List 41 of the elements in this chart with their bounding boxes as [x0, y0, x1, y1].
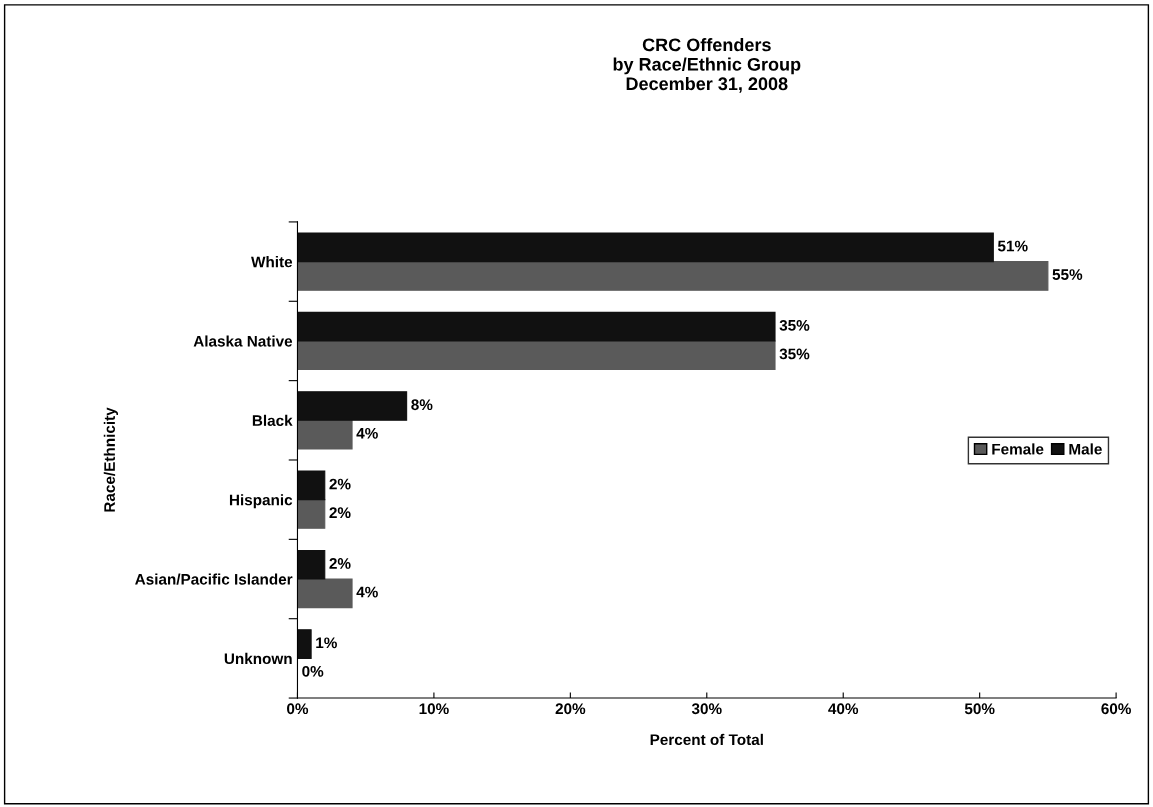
data-label: 4% [356, 586, 378, 598]
legend-label: Male [1069, 443, 1102, 455]
bar [297, 499, 326, 529]
data-label: 4% [356, 427, 378, 439]
legend-label: Female [992, 443, 1044, 455]
data-label: 51% [997, 240, 1028, 252]
bar [297, 311, 776, 342]
x-tick-label: 40% [828, 703, 859, 715]
bar [297, 578, 353, 609]
bar [297, 232, 994, 263]
y-tick-label: Alaska Native [193, 335, 293, 347]
data-label: 1% [316, 637, 337, 649]
data-label: 2% [329, 478, 351, 490]
y-tick-label: White [251, 256, 293, 268]
data-label: 0% [302, 665, 324, 677]
bar [297, 261, 1049, 291]
x-axis-title: Percent of Total [650, 733, 763, 746]
bar [297, 470, 326, 501]
data-label: 2% [329, 507, 351, 519]
x-tick-label: 20% [555, 703, 586, 715]
y-tick-label: Asian/Pacific Islander [135, 573, 293, 585]
data-label: 8% [411, 399, 433, 411]
bar [297, 629, 312, 659]
y-tick-label: Black [252, 414, 293, 426]
bar [297, 419, 353, 450]
bar [297, 391, 408, 421]
y-axis-title: Race/Ethnicity [103, 407, 119, 512]
data-label: 2% [329, 558, 351, 569]
x-tick-label: 30% [691, 703, 722, 715]
data-label: 55% [1052, 269, 1083, 280]
x-tick-label: 10% [419, 703, 449, 715]
x-tick-label: 0% [287, 703, 309, 715]
chart-title: CRC Offenders by Race/Ethnic Group December 31, 2008 [613, 38, 801, 93]
y-tick-label: Unknown [224, 652, 292, 665]
x-tick-label: 60% [1101, 703, 1131, 715]
x-tick-label: 50% [964, 703, 995, 715]
data-label: 35% [779, 319, 810, 331]
data-label: 35% [779, 348, 810, 360]
bar [297, 549, 326, 580]
y-tick-label: Hispanic [229, 494, 293, 509]
bar [297, 340, 776, 371]
